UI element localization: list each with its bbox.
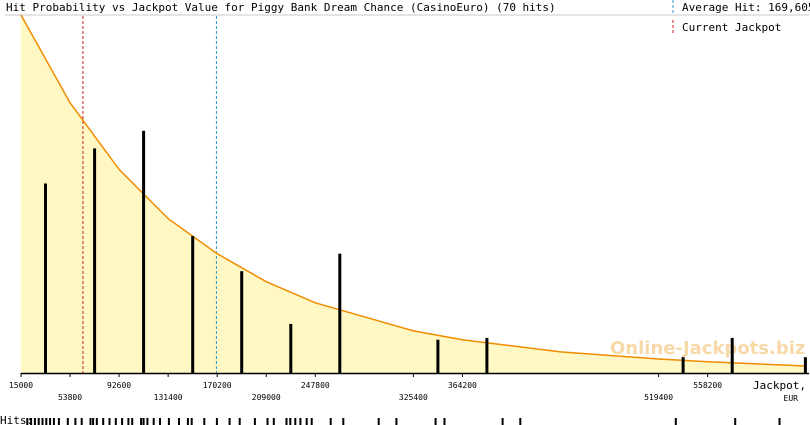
x-axis-title: Jackpot, bbox=[753, 379, 806, 392]
hit-tick bbox=[190, 418, 193, 425]
tick-label: 170200 bbox=[203, 381, 232, 390]
hit-tick bbox=[102, 418, 105, 425]
tick-label: 131400 bbox=[154, 393, 183, 402]
tick-label: 519400 bbox=[644, 393, 673, 402]
bar-5 bbox=[289, 323, 293, 373]
legend-label-0: Average Hit: 169,605 bbox=[682, 1, 810, 14]
hit-tick bbox=[778, 418, 781, 425]
hit-tick bbox=[41, 418, 44, 425]
chart-title: Hit Probability vs Jackpot Value for Pig… bbox=[6, 1, 556, 14]
tick-label: 247800 bbox=[301, 381, 330, 390]
hit-tick bbox=[131, 418, 134, 425]
hit-tick bbox=[142, 418, 145, 425]
hit-tick bbox=[30, 418, 33, 425]
hit-tick bbox=[294, 418, 297, 425]
hit-tick bbox=[178, 418, 180, 425]
hit-tick bbox=[26, 418, 29, 425]
hit-tick bbox=[501, 418, 504, 425]
probability-area bbox=[21, 15, 806, 373]
hit-tick bbox=[215, 418, 218, 425]
hit-tick bbox=[89, 418, 92, 425]
hit-tick bbox=[674, 418, 677, 425]
hit-tick bbox=[140, 418, 143, 425]
hit-tick bbox=[305, 418, 308, 425]
watermark-text: Online-Jackpots.biz bbox=[610, 338, 805, 359]
bar-6 bbox=[338, 253, 342, 373]
hit-tick bbox=[167, 418, 170, 425]
hit-tick bbox=[310, 418, 313, 425]
bar-11 bbox=[803, 357, 807, 373]
hit-tick bbox=[186, 418, 189, 425]
hit-tick bbox=[74, 418, 77, 425]
tick-label: 15000 bbox=[9, 381, 33, 390]
hit-tick bbox=[159, 418, 161, 425]
hit-tick bbox=[443, 418, 446, 425]
hit-tick bbox=[146, 418, 149, 425]
hit-tick bbox=[434, 418, 437, 425]
hit-tick bbox=[114, 418, 117, 425]
bar-10 bbox=[730, 337, 734, 373]
hit-tick bbox=[377, 418, 380, 425]
hit-tick bbox=[108, 418, 111, 425]
bar-1 bbox=[93, 148, 97, 373]
hit-tick bbox=[92, 418, 95, 425]
hit-tick bbox=[203, 418, 206, 425]
hit-tick bbox=[272, 418, 275, 425]
hit-tick bbox=[238, 418, 241, 425]
bar-0 bbox=[44, 183, 47, 373]
bar-9 bbox=[681, 357, 685, 373]
hit-tick bbox=[57, 418, 60, 425]
legend-label-1: Current Jackpot bbox=[682, 21, 781, 34]
bar-3 bbox=[191, 236, 195, 373]
hit-tick bbox=[266, 418, 269, 425]
hit-tick bbox=[395, 418, 398, 425]
x-axis: 15000 92600 170200 247800 364200 558200 53800 1… bbox=[9, 372, 809, 403]
tick-label: 558200 bbox=[693, 381, 722, 390]
hit-tick bbox=[519, 418, 522, 425]
bar-4 bbox=[240, 271, 244, 373]
hits-strip: Hits: bbox=[0, 414, 781, 425]
x-axis-unit: EUR bbox=[784, 394, 799, 403]
hit-tick bbox=[95, 418, 98, 425]
hit-tick bbox=[253, 418, 256, 425]
bar-8 bbox=[485, 337, 489, 373]
probability-curve bbox=[20, 14, 807, 367]
hit-tick bbox=[49, 418, 52, 425]
hit-tick bbox=[329, 418, 332, 425]
hit-tick bbox=[734, 418, 737, 425]
hit-tick bbox=[45, 418, 48, 425]
legend: Average Hit: 169,605 Current Jackpot bbox=[672, 0, 810, 34]
hit-tick bbox=[121, 418, 124, 425]
tick-label: 364200 bbox=[448, 381, 477, 390]
hit-tick bbox=[127, 418, 130, 425]
hit-tick bbox=[289, 418, 292, 425]
tick-label: 209000 bbox=[252, 393, 281, 402]
hit-tick bbox=[299, 418, 302, 425]
bar-7 bbox=[436, 339, 440, 373]
hit-tick bbox=[285, 418, 288, 425]
plot-area: Online-Jackpots.biz bbox=[20, 14, 807, 373]
tick-label: 92600 bbox=[107, 381, 131, 390]
hit-tick bbox=[228, 418, 231, 425]
hit-tick bbox=[152, 418, 155, 425]
hit-tick bbox=[342, 418, 345, 425]
tick-label: 53800 bbox=[58, 393, 82, 402]
tick-label: 325400 bbox=[399, 393, 428, 402]
hit-tick bbox=[66, 418, 69, 425]
hit-tick bbox=[52, 418, 55, 425]
hits-label: Hits: bbox=[0, 414, 33, 425]
bar-2 bbox=[142, 130, 146, 373]
hit-tick bbox=[37, 418, 40, 425]
hit-tick bbox=[33, 418, 36, 425]
hit-tick bbox=[80, 418, 83, 425]
